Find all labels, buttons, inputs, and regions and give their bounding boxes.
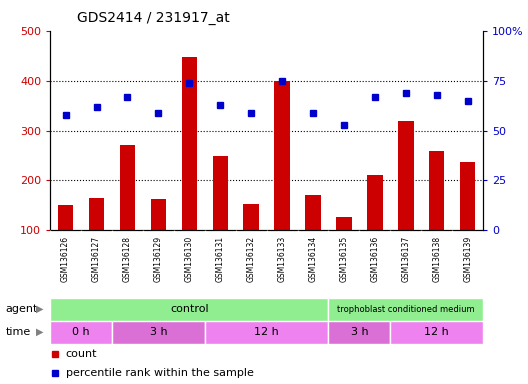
Bar — [328, 298, 483, 321]
Text: GSM136139: GSM136139 — [463, 236, 472, 282]
Bar — [89, 198, 105, 230]
Bar — [336, 217, 352, 230]
Bar — [205, 321, 328, 344]
Bar — [275, 81, 290, 230]
Text: ▶: ▶ — [36, 304, 43, 314]
Text: 3 h: 3 h — [149, 327, 167, 337]
Bar — [120, 144, 135, 230]
Text: GSM136132: GSM136132 — [247, 236, 256, 282]
Text: GSM136131: GSM136131 — [216, 236, 225, 282]
Text: GSM136133: GSM136133 — [278, 236, 287, 282]
Text: GSM136136: GSM136136 — [370, 236, 380, 282]
Bar — [58, 205, 73, 230]
Text: count: count — [65, 349, 97, 359]
Bar — [429, 151, 445, 230]
Text: 3 h: 3 h — [351, 327, 368, 337]
Text: 0 h: 0 h — [72, 327, 90, 337]
Text: GSM136135: GSM136135 — [340, 236, 348, 282]
Bar — [50, 298, 328, 321]
Bar — [367, 175, 383, 230]
Bar — [182, 57, 197, 230]
Text: GSM136134: GSM136134 — [308, 236, 317, 282]
Bar — [50, 321, 112, 344]
Bar — [305, 195, 321, 230]
Bar — [112, 321, 205, 344]
Text: GSM136130: GSM136130 — [185, 236, 194, 282]
Text: 12 h: 12 h — [254, 327, 279, 337]
Bar — [328, 321, 390, 344]
Text: trophoblast conditioned medium: trophoblast conditioned medium — [337, 305, 475, 314]
Text: GSM136129: GSM136129 — [154, 236, 163, 282]
Bar — [243, 204, 259, 230]
Text: GSM136138: GSM136138 — [432, 236, 441, 282]
Bar — [460, 162, 475, 230]
Text: GSM136137: GSM136137 — [401, 236, 410, 282]
Bar — [212, 156, 228, 230]
Bar — [150, 199, 166, 230]
Text: control: control — [170, 304, 209, 314]
Bar — [398, 121, 413, 230]
Text: GSM136126: GSM136126 — [61, 236, 70, 282]
Text: percentile rank within the sample: percentile rank within the sample — [65, 368, 253, 378]
Text: 12 h: 12 h — [425, 327, 449, 337]
Text: GSM136128: GSM136128 — [123, 236, 132, 282]
Text: ▶: ▶ — [36, 327, 43, 337]
Text: time: time — [5, 327, 31, 337]
Bar — [390, 321, 483, 344]
Text: agent: agent — [5, 304, 37, 314]
Text: GSM136127: GSM136127 — [92, 236, 101, 282]
Text: GDS2414 / 231917_at: GDS2414 / 231917_at — [77, 11, 229, 25]
